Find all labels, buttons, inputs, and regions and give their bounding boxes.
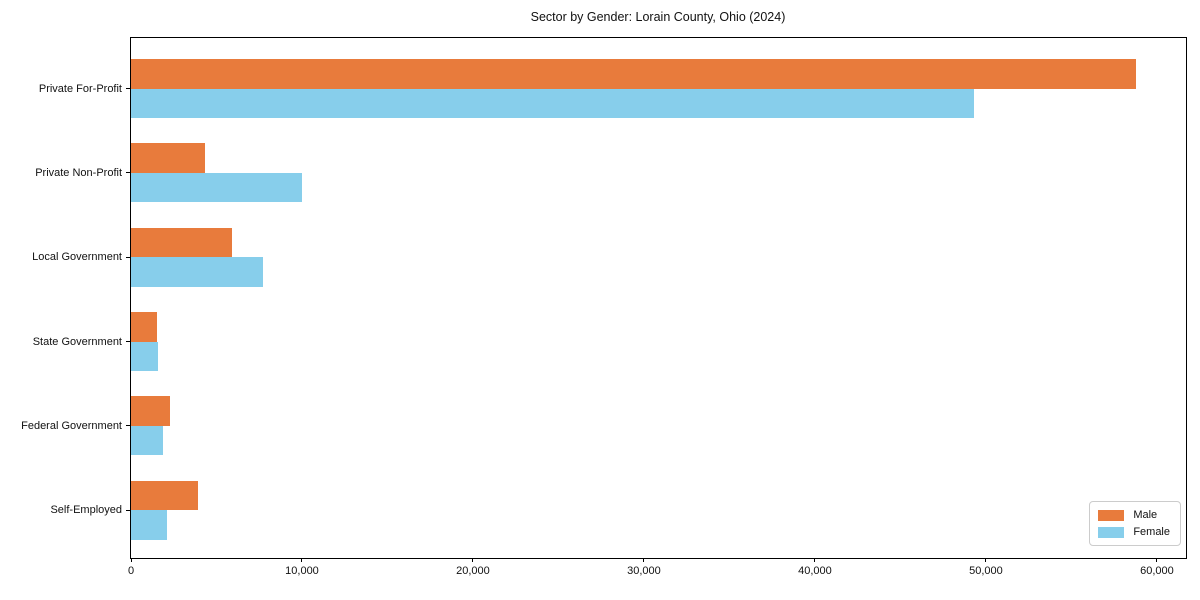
legend-entry-male: Male — [1098, 509, 1170, 521]
bar-male-state-government — [131, 312, 157, 342]
x-tick-label-60000: 60,000 — [1140, 565, 1174, 577]
bar-female-state-government — [131, 341, 159, 372]
legend: Male Female — [1089, 501, 1181, 546]
x-tick-mark — [643, 558, 645, 562]
bar-female-private-non-profit — [131, 172, 302, 203]
y-axis-label-private-non-profit: Private Non-Profit — [35, 166, 122, 179]
chart-title: Sector by Gender: Lorain County, Ohio (2… — [530, 10, 786, 24]
y-tick-mark — [126, 88, 130, 90]
bar-female-local-government — [131, 257, 263, 287]
y-axis-label-federal-government: Federal Government — [21, 419, 122, 432]
legend-swatch-female — [1098, 526, 1125, 538]
bar-male-local-government — [131, 227, 232, 258]
x-tick-mark — [472, 558, 474, 562]
x-tick-label-10000: 10,000 — [285, 565, 319, 577]
x-tick-label-20000: 20,000 — [456, 565, 490, 577]
x-tick-label-40000: 40,000 — [798, 565, 832, 577]
bar-male-self-employed — [131, 480, 198, 511]
x-tick-mark — [985, 558, 987, 562]
x-tick-mark — [814, 558, 816, 562]
bar-female-federal-government — [131, 425, 164, 456]
y-axis-label-local-government: Local Government — [32, 251, 122, 264]
legend-label-female: Female — [1133, 526, 1170, 538]
x-tick-mark — [301, 558, 303, 562]
x-tick-mark — [1156, 558, 1158, 562]
bar-male-private-for-profit — [131, 59, 1137, 89]
bar-female-private-for-profit — [131, 88, 974, 119]
y-axis-label-state-government: State Government — [32, 335, 122, 348]
legend-swatch-male — [1098, 509, 1125, 521]
y-tick-mark — [126, 341, 130, 343]
y-tick-mark — [126, 172, 130, 174]
x-tick-label-0: 0 — [127, 565, 135, 577]
y-tick-mark — [126, 425, 130, 427]
x-tick-label-30000: 30,000 — [627, 565, 661, 577]
y-axis-label-private-for-profit: Private For-Profit — [38, 82, 122, 95]
y-axis-label-self-employed: Self-Employed — [50, 504, 122, 517]
bar-female-self-employed — [131, 510, 167, 540]
legend-label-male: Male — [1133, 509, 1158, 521]
x-tick-label-50000: 50,000 — [969, 565, 1003, 577]
y-tick-mark — [126, 256, 130, 258]
bar-male-private-non-profit — [131, 143, 205, 173]
plot-area: Male Female Private For-Profit Private Non… — [21, 37, 1187, 577]
y-tick-mark — [126, 509, 130, 511]
legend-entry-female: Female — [1098, 526, 1170, 538]
bar-male-federal-government — [131, 396, 171, 426]
x-tick-mark — [130, 558, 132, 562]
